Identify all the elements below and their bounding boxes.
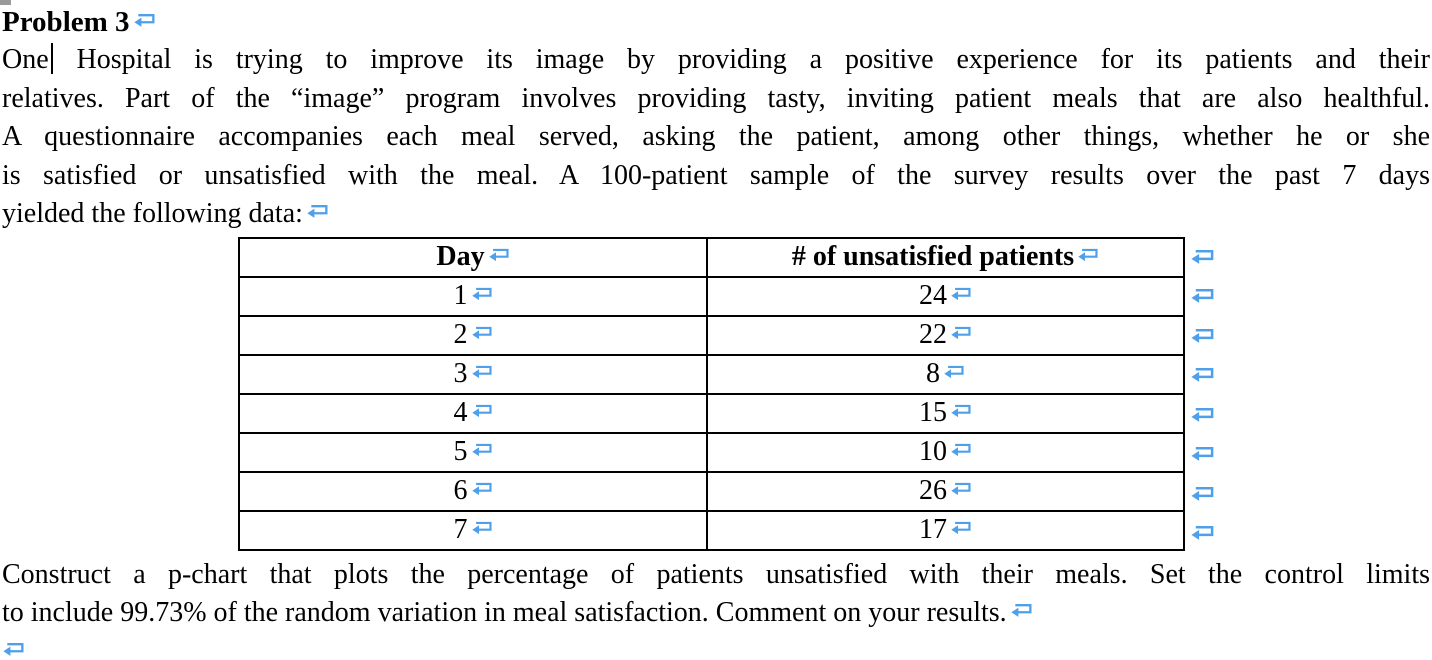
body-text-line[interactable]: to include 99.73% of the random variatio… (2, 594, 1430, 633)
text-cursor (50, 43, 53, 74)
table-row: 3 8 (238, 353, 1185, 395)
cell-count[interactable]: 22 (706, 314, 1185, 356)
cell-return-icon (471, 364, 493, 380)
cell-count[interactable]: 24 (706, 275, 1185, 317)
body-text: Hospital is trying to improve its image … (53, 44, 1430, 75)
cell-return-icon (950, 325, 972, 341)
cell-return-icon (471, 481, 493, 497)
cell-value: 5 (453, 436, 468, 467)
cell-day[interactable]: 2 (238, 314, 708, 356)
body-text: Construct a p-chart that plots the perce… (2, 558, 1430, 590)
table-header-row: Day # of unsatisfied patients (238, 236, 1185, 278)
body-text: relatives. Part of the “image” program i… (2, 82, 1430, 114)
header-label: # of unsatisfied patients (791, 241, 1075, 272)
cell-day[interactable]: 5 (238, 431, 708, 473)
table-row: 7 17 (238, 509, 1185, 551)
cell-return-icon (950, 286, 972, 302)
problem-title-line[interactable]: Problem 3 (2, 3, 1430, 41)
body-text: yielded the following data: (2, 198, 303, 229)
cell-return-icon (471, 403, 493, 419)
cell-day[interactable]: 7 (238, 509, 708, 551)
cell-value: 7 (453, 514, 468, 545)
paragraph-return-icon (2, 641, 25, 658)
cell-value: 8 (926, 358, 940, 389)
cell-return-icon (471, 442, 493, 458)
cell-value: 4 (453, 397, 468, 428)
page-title: Problem 3 (2, 6, 130, 38)
paragraph-return-icon (306, 203, 329, 220)
cell-day[interactable]: 6 (238, 470, 708, 512)
table-row: 1 24 (238, 275, 1185, 317)
cell-return-icon (943, 364, 965, 380)
table-row-end-marks (1190, 237, 1220, 553)
cell-value: 26 (919, 475, 947, 506)
body-text: is satisfied or unsatisfied with the mea… (2, 159, 1430, 191)
cell-return-icon (950, 442, 972, 458)
table-row: 5 10 (238, 431, 1185, 473)
row-return-icon (1190, 327, 1215, 345)
table-row: 2 22 (238, 314, 1185, 356)
cell-day[interactable]: 4 (238, 392, 708, 434)
row-return-icon (1190, 524, 1215, 542)
cell-count[interactable]: 15 (706, 392, 1185, 434)
cell-value: 24 (919, 280, 947, 311)
cell-value: 2 (453, 319, 468, 350)
cell-value: 10 (919, 436, 947, 467)
cell-count[interactable]: 26 (706, 470, 1185, 512)
cell-return-icon (950, 481, 972, 497)
body-text-line[interactable]: One Hospital is trying to improve its im… (2, 41, 1430, 80)
row-return-icon (1190, 445, 1215, 463)
header-label: Day (436, 241, 485, 272)
row-return-icon (1190, 248, 1215, 266)
row-return-icon (1190, 485, 1215, 503)
row-return-icon (1190, 366, 1215, 384)
cell-return-icon (471, 520, 493, 536)
cell-return-icon (471, 325, 493, 341)
empty-paragraph-line[interactable] (2, 633, 1430, 660)
body-text-line[interactable]: yielded the following data: (2, 195, 1430, 234)
body-text-line[interactable]: A questionnaire accompanies each meal se… (2, 118, 1430, 157)
cell-value: 15 (919, 397, 947, 428)
paragraph-return-icon (133, 12, 156, 29)
cell-count[interactable]: 8 (706, 353, 1185, 395)
row-return-icon (1190, 406, 1215, 424)
scroll-corner-artifact (0, 0, 11, 5)
cell-value: 17 (919, 514, 947, 545)
cell-day[interactable]: 3 (238, 353, 708, 395)
row-return-icon (1190, 287, 1215, 305)
survey-data-table[interactable]: Day # of unsatisfied patients 1 24 2 22 … (238, 236, 1185, 551)
cell-value: 3 (453, 358, 468, 389)
cell-return-icon (950, 520, 972, 536)
cell-count[interactable]: 10 (706, 431, 1185, 473)
cell-value: 6 (453, 475, 468, 506)
cell-return-icon (950, 403, 972, 419)
cell-day[interactable]: 1 (238, 275, 708, 317)
cell-value: 22 (919, 319, 947, 350)
cell-return-icon (1077, 247, 1099, 263)
table-row: 6 26 (238, 470, 1185, 512)
body-text: One (2, 44, 49, 75)
cell-value: 1 (453, 280, 468, 311)
cell-return-icon (471, 286, 493, 302)
body-text: to include 99.73% of the random variatio… (2, 597, 1007, 628)
body-text-line[interactable]: Construct a p-chart that plots the perce… (2, 556, 1430, 595)
body-text-line[interactable]: relatives. Part of the “image” program i… (2, 80, 1430, 119)
cell-return-icon (488, 247, 510, 263)
body-text-line[interactable]: is satisfied or unsatisfied with the mea… (2, 157, 1430, 196)
table-row: 4 15 (238, 392, 1185, 434)
header-cell-count[interactable]: # of unsatisfied patients (706, 236, 1185, 278)
header-cell-day[interactable]: Day (238, 236, 708, 278)
paragraph-return-icon (1010, 602, 1033, 619)
body-text: A questionnaire accompanies each meal se… (2, 121, 1430, 152)
cell-count[interactable]: 17 (706, 509, 1185, 551)
